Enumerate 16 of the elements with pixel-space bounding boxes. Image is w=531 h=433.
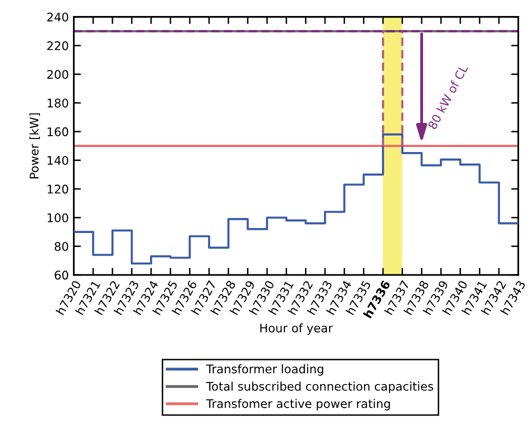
legend-label: Transfomer active power rating bbox=[206, 398, 390, 410]
legend-label: Transformer loading bbox=[206, 364, 324, 376]
x-axis-title: Hour of year bbox=[260, 323, 333, 335]
y-tick-label: 220 bbox=[47, 41, 68, 50]
y-tick-label: 240 bbox=[47, 12, 68, 22]
y-tick-label: 140 bbox=[48, 156, 68, 165]
y-tick-label: 100 bbox=[48, 213, 68, 222]
y-tick-label: 160 bbox=[48, 127, 68, 136]
y-tick-label: 60 bbox=[54, 270, 68, 280]
y-tick-label: 80 bbox=[54, 242, 68, 251]
y-tick-label: 180 bbox=[48, 98, 68, 108]
y-tick-label: 200 bbox=[47, 70, 68, 79]
legend-label: Total subscribed connection capacities bbox=[206, 382, 434, 394]
y-axis-title: Power [kW] bbox=[29, 113, 40, 178]
annotation: 80 kW of CL bbox=[427, 64, 468, 130]
y-tick-label: 120 bbox=[48, 184, 68, 194]
